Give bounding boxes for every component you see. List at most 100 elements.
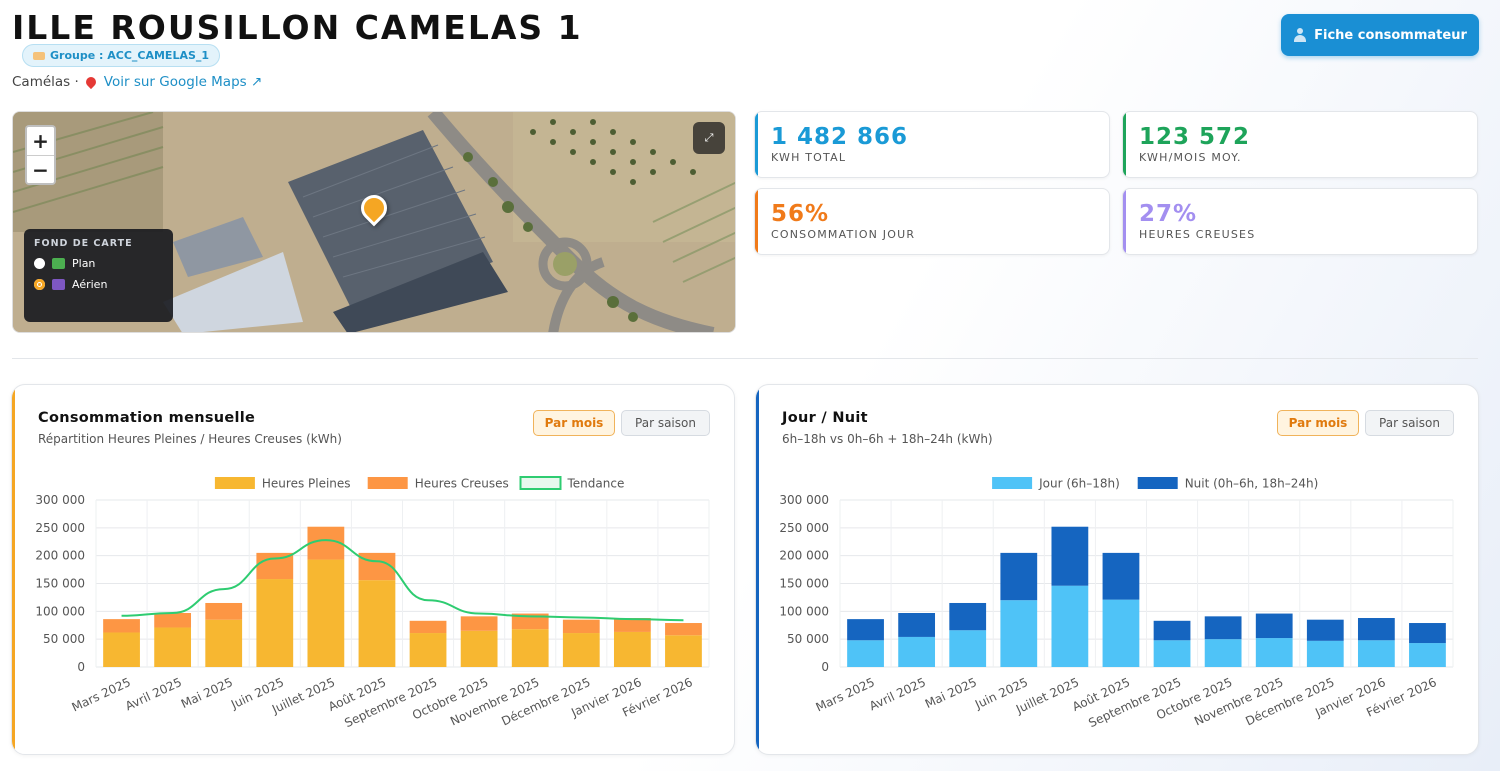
radio-aerien[interactable] (34, 279, 45, 290)
toggle-par-saison[interactable]: Par saison (621, 410, 710, 436)
bar-nuit-h-h-h-h- (1153, 620, 1191, 641)
kpi-value: 123 572 (1139, 124, 1251, 150)
zoom-in-button[interactable]: + (27, 127, 54, 155)
bar-nuit-h-h-h-h- (898, 613, 936, 637)
bar-heures-pleines (154, 627, 192, 667)
bar-heures-pleines (358, 580, 396, 667)
bar-nuit-h-h-h-h- (1306, 619, 1344, 641)
kpi-label: KWH/MOIS MOY. (1139, 151, 1242, 164)
bar-heures-creuses (205, 602, 243, 620)
kpi-value: 56% (771, 201, 830, 227)
x-tick-label: Avril 2025 (867, 675, 928, 713)
card-subtitle: 6h–18h vs 0h–6h + 18h–24h (kWh) (782, 432, 993, 446)
bar-heures-pleines (256, 579, 294, 667)
bar-heures-pleines (205, 619, 243, 667)
toggle-par-mois[interactable]: Par mois (1277, 410, 1359, 436)
bar-heures-pleines (460, 630, 498, 667)
legend-swatch (214, 477, 255, 489)
x-tick-label: Mai 2025 (179, 675, 235, 711)
toggle-par-mois[interactable]: Par mois (533, 410, 615, 436)
monthly-chart: 0 50 000 100 000 150 000 200 000 250 000 300 0… (35, 476, 710, 730)
bar-heures-creuses (665, 623, 702, 636)
bar-heures-pleines (613, 631, 651, 667)
toggle-par-saison[interactable]: Par saison (1365, 410, 1454, 436)
layer-option-aerien[interactable]: Aérien (34, 278, 163, 291)
kpi-value: 1 482 866 (771, 124, 909, 150)
y-tick-label: 50 000 (787, 632, 829, 646)
y-tick-label: 0 (77, 660, 85, 674)
fiche-consommateur-button[interactable]: Fiche consommateur (1281, 14, 1479, 56)
satellite-map[interactable]: + − ⤢ FOND DE CARTE Plan Aérien (12, 111, 736, 333)
legend-swatch (1137, 477, 1178, 489)
y-tick-label: 250 000 (779, 521, 829, 535)
bar-heures-creuses (409, 620, 447, 634)
bar-nuit-h-h-h-h- (1102, 552, 1140, 600)
location-name: Camélas · (12, 74, 79, 90)
x-tick-label: Mai 2025 (923, 675, 979, 711)
kpi-label: CONSOMMATION JOUR (771, 228, 916, 241)
card-jour-nuit: Jour / Nuit 6h–18h vs 0h–6h + 18h–24h (k… (755, 384, 1479, 755)
bar-jour-h-h- (1255, 638, 1293, 667)
tag-icon (33, 51, 45, 60)
card-subtitle: Répartition Heures Pleines / Heures Creu… (38, 432, 342, 446)
bar-jour-h-h- (949, 630, 987, 667)
section-divider (12, 358, 1478, 359)
bar-heures-pleines (665, 635, 702, 667)
x-tick-label: Mars 2025 (814, 675, 877, 714)
satellite-icon (52, 279, 65, 290)
legend-label: Heures Creuses (415, 477, 509, 491)
bar-jour-h-h- (847, 640, 884, 667)
legend-label: Jour (6h–18h) (1038, 477, 1120, 491)
group-badge: Groupe : ACC_CAMELAS_1 (22, 44, 221, 67)
kpi-kwh-total: 1 482 866 KWH TOTAL (754, 111, 1110, 178)
fullscreen-icon[interactable]: ⤢ (693, 122, 725, 154)
bar-jour-h-h- (1051, 585, 1089, 667)
kpi-label: KWH TOTAL (771, 151, 847, 164)
x-tick-label: Avril 2025 (123, 675, 184, 713)
card-consommation-mensuelle: Consommation mensuelle Répartition Heure… (11, 384, 735, 755)
bar-heures-creuses (511, 613, 549, 630)
legend-label: Tendance (567, 477, 625, 491)
bar-heures-creuses (613, 618, 651, 632)
group-badge-label: Groupe : ACC_CAMELAS_1 (50, 49, 210, 62)
y-tick-label: 150 000 (35, 577, 85, 591)
bar-heures-creuses (358, 552, 396, 581)
y-tick-label: 300 000 (35, 493, 85, 507)
bar-heures-creuses (460, 616, 498, 631)
bar-heures-creuses (154, 613, 192, 628)
layer-option-label: Plan (72, 257, 96, 270)
y-tick-label: 200 000 (779, 549, 829, 563)
bar-nuit-h-h-h-h- (1409, 623, 1446, 644)
layer-option-label: Aérien (72, 278, 108, 291)
bar-jour-h-h- (1000, 600, 1038, 667)
map-pin-icon (83, 74, 98, 90)
google-maps-link[interactable]: Voir sur Google Maps ↗ (103, 74, 263, 90)
bar-nuit-h-h-h-h- (1357, 618, 1395, 641)
x-tick-label: Mars 2025 (70, 675, 133, 714)
bar-heures-pleines (307, 559, 345, 667)
legend-swatch (367, 477, 408, 489)
bar-nuit-h-h-h-h- (1255, 613, 1293, 639)
location-line: Camélas · Voir sur Google Maps ↗ (12, 74, 262, 90)
bar-nuit-h-h-h-h- (847, 619, 884, 641)
bar-jour-h-h- (1102, 599, 1140, 667)
bar-heures-pleines (511, 629, 549, 667)
zoom-out-button[interactable]: − (27, 155, 54, 183)
bar-jour-h-h- (1357, 640, 1395, 667)
y-tick-label: 100 000 (779, 604, 829, 618)
kpi-label: HEURES CREUSES (1139, 228, 1256, 241)
bar-jour-h-h- (1306, 640, 1344, 667)
legend-label: Heures Pleines (262, 477, 351, 491)
kpi-value: 27% (1139, 201, 1198, 227)
bar-jour-h-h- (898, 636, 936, 667)
bar-heures-pleines (562, 633, 600, 667)
bar-nuit-h-h-h-h- (1204, 616, 1242, 640)
bar-heures-pleines (409, 633, 447, 667)
layer-option-plan[interactable]: Plan (34, 257, 163, 270)
bar-heures-creuses (562, 619, 600, 634)
fiche-button-label: Fiche consommateur (1314, 27, 1467, 43)
kpi-consommation-jour: 56% CONSOMMATION JOUR (754, 188, 1110, 255)
radio-plan[interactable] (34, 258, 45, 269)
y-tick-label: 0 (821, 660, 829, 674)
y-tick-label: 150 000 (779, 577, 829, 591)
